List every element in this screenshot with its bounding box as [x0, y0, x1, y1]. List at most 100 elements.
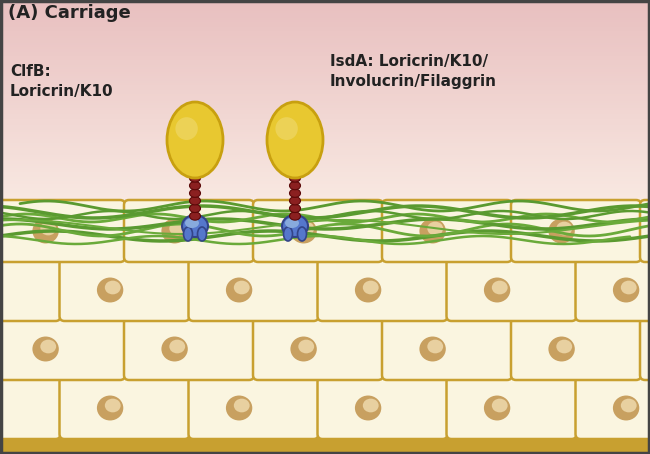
Bar: [0, 108, 650, 110]
FancyBboxPatch shape: [60, 259, 190, 321]
Ellipse shape: [549, 336, 575, 361]
Ellipse shape: [291, 218, 317, 243]
Bar: [0, 94, 650, 96]
Ellipse shape: [613, 395, 640, 420]
Ellipse shape: [363, 281, 379, 294]
Ellipse shape: [190, 197, 200, 205]
Text: ClfB:
Loricrin/K10: ClfB: Loricrin/K10: [10, 64, 114, 99]
Bar: [0, 9, 650, 11]
Bar: [0, 110, 650, 112]
Ellipse shape: [161, 218, 188, 243]
Bar: [0, 51, 650, 54]
Bar: [0, 56, 650, 58]
Bar: [0, 153, 650, 154]
Ellipse shape: [234, 399, 250, 412]
Ellipse shape: [226, 395, 252, 420]
Bar: [0, 2, 650, 5]
Bar: [0, 103, 650, 105]
Bar: [0, 69, 650, 72]
Bar: [0, 22, 650, 25]
Ellipse shape: [427, 222, 443, 235]
Ellipse shape: [234, 281, 250, 294]
FancyBboxPatch shape: [511, 318, 641, 380]
Ellipse shape: [355, 395, 382, 420]
Ellipse shape: [182, 215, 208, 237]
Bar: [0, 128, 650, 130]
Bar: [0, 74, 650, 76]
Bar: [0, 199, 650, 202]
Bar: [0, 101, 650, 103]
Ellipse shape: [32, 336, 58, 361]
Bar: [0, 5, 650, 7]
Ellipse shape: [289, 174, 300, 182]
Bar: [0, 184, 650, 186]
Ellipse shape: [161, 336, 188, 361]
Bar: [0, 83, 650, 85]
Bar: [0, 188, 650, 190]
Bar: [0, 173, 650, 175]
FancyBboxPatch shape: [253, 318, 383, 380]
Bar: [0, 161, 650, 163]
Bar: [0, 121, 650, 123]
Bar: [0, 125, 650, 128]
Ellipse shape: [484, 395, 510, 420]
FancyBboxPatch shape: [0, 200, 125, 262]
FancyBboxPatch shape: [317, 259, 447, 321]
Bar: [0, 49, 650, 51]
Bar: [0, 63, 650, 65]
Bar: [0, 96, 650, 99]
Bar: [0, 16, 650, 18]
Ellipse shape: [484, 277, 510, 302]
Bar: [0, 117, 650, 118]
FancyBboxPatch shape: [0, 377, 60, 439]
Ellipse shape: [169, 222, 185, 235]
Bar: [0, 20, 650, 22]
Ellipse shape: [298, 227, 307, 241]
Bar: [0, 220, 650, 222]
Bar: [0, 182, 650, 184]
Bar: [0, 76, 650, 79]
Ellipse shape: [190, 204, 200, 212]
Bar: [0, 18, 650, 20]
Ellipse shape: [167, 102, 223, 178]
Bar: [0, 130, 650, 132]
Bar: [0, 92, 650, 94]
Bar: [0, 168, 650, 170]
Ellipse shape: [289, 204, 300, 212]
Bar: [0, 143, 650, 146]
FancyBboxPatch shape: [447, 259, 577, 321]
Bar: [0, 25, 650, 27]
Ellipse shape: [427, 340, 443, 353]
Bar: [0, 222, 650, 224]
Ellipse shape: [621, 281, 636, 294]
Ellipse shape: [183, 227, 192, 241]
Ellipse shape: [176, 117, 198, 140]
FancyBboxPatch shape: [253, 200, 383, 262]
Ellipse shape: [289, 182, 300, 190]
Ellipse shape: [285, 218, 299, 228]
Ellipse shape: [105, 281, 121, 294]
Text: (A) Carriage: (A) Carriage: [8, 4, 131, 22]
Bar: [0, 99, 650, 101]
Bar: [0, 11, 650, 14]
Ellipse shape: [198, 227, 207, 241]
Bar: [0, 40, 650, 43]
Bar: [0, 89, 650, 92]
Ellipse shape: [363, 399, 379, 412]
Bar: [0, 190, 650, 192]
Ellipse shape: [267, 102, 323, 178]
Ellipse shape: [282, 215, 308, 237]
Ellipse shape: [298, 222, 314, 235]
FancyBboxPatch shape: [0, 259, 60, 321]
Bar: [0, 58, 650, 60]
FancyBboxPatch shape: [447, 377, 577, 439]
Bar: [0, 206, 650, 208]
Bar: [0, 157, 650, 159]
Ellipse shape: [355, 277, 382, 302]
Bar: [0, 208, 650, 211]
Bar: [0, 7, 650, 9]
FancyBboxPatch shape: [575, 377, 650, 439]
Ellipse shape: [169, 340, 185, 353]
Bar: [0, 54, 650, 56]
Bar: [0, 170, 650, 173]
